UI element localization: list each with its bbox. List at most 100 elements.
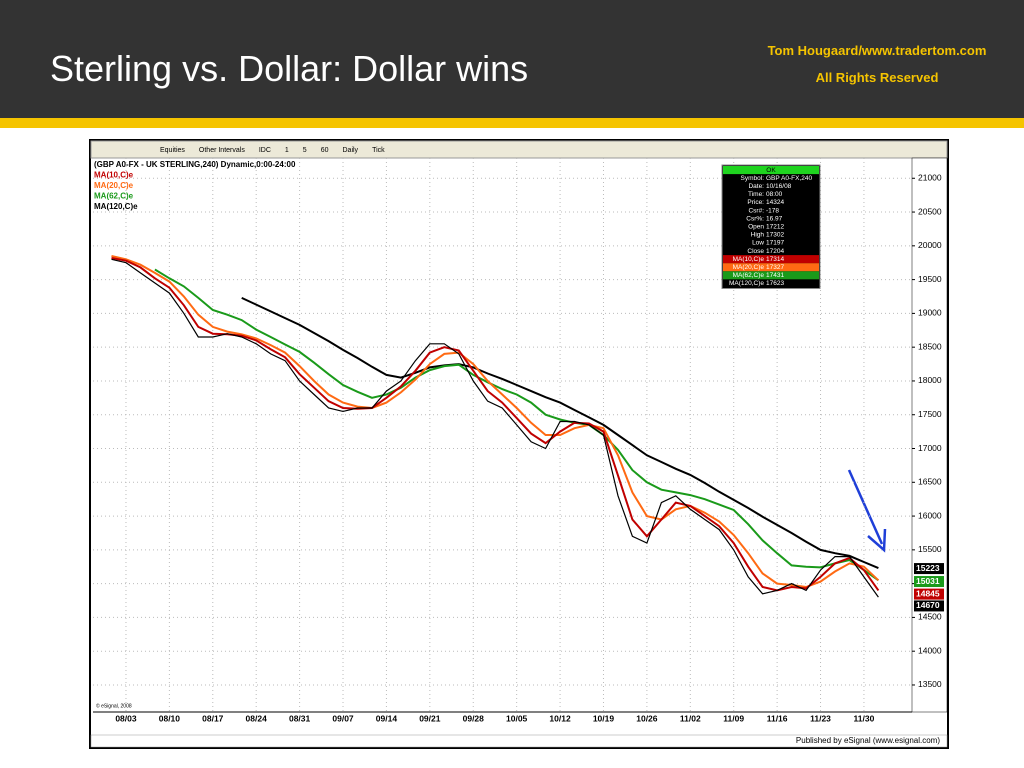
toolbar-item: 60 bbox=[321, 147, 329, 154]
x-tick-label: 11/09 bbox=[723, 713, 744, 723]
series-line bbox=[111, 255, 880, 589]
slide-title: Sterling vs. Dollar: Dollar wins bbox=[50, 48, 529, 89]
x-tick-label: 11/02 bbox=[680, 713, 701, 723]
x-tick-label: 09/14 bbox=[376, 713, 398, 723]
toolbar bbox=[90, 140, 948, 159]
x-tick-label: 08/10 bbox=[159, 713, 181, 723]
last-value-label: 15031 bbox=[916, 576, 940, 586]
y-tick-label: 18000 bbox=[918, 375, 942, 385]
y-tick-label: 14500 bbox=[918, 612, 942, 622]
data-window-label: Time: bbox=[748, 191, 764, 198]
data-window-value: 08:00 bbox=[766, 191, 783, 198]
x-tick-label: 10/12 bbox=[549, 713, 571, 723]
x-tick-label: 11/30 bbox=[854, 713, 875, 723]
last-value-label: 15223 bbox=[916, 563, 940, 573]
data-window-label: Price: bbox=[747, 199, 764, 206]
x-tick-label: 08/31 bbox=[289, 713, 311, 723]
y-tick-label: 20500 bbox=[918, 206, 942, 216]
y-tick-label: 18500 bbox=[918, 341, 942, 351]
annotation-arrow bbox=[847, 469, 887, 553]
header-bar bbox=[0, 0, 1024, 118]
toolbar-item: Equities bbox=[160, 147, 185, 154]
data-window-value: 10/16/08 bbox=[766, 183, 792, 190]
data-window-label: MA(20,C)e bbox=[733, 264, 765, 271]
footer: Published by eSignal (www.esignal.com) bbox=[796, 736, 940, 745]
data-window-label: Date: bbox=[748, 183, 764, 190]
data-window-label: MA(62,C)e bbox=[733, 272, 765, 279]
last-value-label: 14670 bbox=[916, 600, 940, 610]
data-window-label: MA(120,C)e bbox=[729, 280, 764, 287]
data-window-row bbox=[723, 263, 819, 272]
last-value-box bbox=[914, 563, 944, 575]
data-window-row bbox=[723, 255, 819, 264]
copyright: © eSignal, 2008 bbox=[96, 702, 132, 709]
x-tick-label: 10/05 bbox=[506, 713, 528, 723]
toolbar-item: Daily bbox=[343, 147, 359, 154]
last-value-box bbox=[914, 576, 944, 588]
header-stripe bbox=[0, 118, 1024, 128]
y-tick-label: 15500 bbox=[918, 544, 942, 554]
data-window-row bbox=[723, 271, 819, 280]
series-line bbox=[154, 268, 879, 582]
data-window-label: Low bbox=[752, 240, 764, 247]
data-window-label: High bbox=[751, 232, 765, 239]
x-tick-label: 10/26 bbox=[636, 713, 658, 723]
data-window-value: 17431 bbox=[766, 272, 784, 279]
data-window-label: Symbol: bbox=[741, 175, 765, 182]
data-window-value: 17302 bbox=[766, 232, 784, 239]
data-window-value: 17327 bbox=[766, 264, 784, 271]
data-window-header: OK bbox=[766, 167, 776, 174]
series-line bbox=[241, 296, 879, 570]
toolbar-item: 5 bbox=[303, 147, 307, 154]
data-window-value: 14324 bbox=[766, 199, 784, 206]
legend-entry: MA(62,C)e bbox=[94, 192, 134, 201]
data-window-value: 17623 bbox=[766, 280, 784, 287]
y-tick-label: 13500 bbox=[918, 679, 942, 689]
y-tick-label: 17500 bbox=[918, 409, 942, 419]
x-tick-label: 08/03 bbox=[115, 713, 137, 723]
last-value-box bbox=[914, 588, 944, 600]
data-window-label: Close bbox=[747, 248, 764, 255]
y-tick-label: 14000 bbox=[918, 645, 942, 655]
x-tick-label: 08/17 bbox=[202, 713, 224, 723]
data-window-value: 16.97 bbox=[766, 215, 783, 222]
credit: Tom Hougaard/www.tradertom.com bbox=[767, 43, 987, 58]
credit: All Rights Reserved bbox=[815, 70, 939, 85]
last-value-label: 14845 bbox=[916, 588, 940, 598]
y-tick-label: 20000 bbox=[918, 240, 942, 250]
data-window-value: 17314 bbox=[766, 256, 784, 263]
x-tick-label: 09/28 bbox=[463, 713, 485, 723]
toolbar-item: IDC bbox=[259, 147, 271, 154]
data-window-value: 17197 bbox=[766, 240, 784, 247]
x-tick-label: 09/07 bbox=[332, 713, 354, 723]
toolbar-item: Tick bbox=[372, 147, 385, 154]
y-tick-label: 16500 bbox=[918, 477, 942, 487]
x-tick-label: 11/16 bbox=[767, 713, 788, 723]
series-line bbox=[111, 257, 880, 592]
x-tick-label: 09/21 bbox=[419, 713, 441, 723]
legend-entry: (GBP A0-FX - UK STERLING,240) Dynamic,0:… bbox=[94, 160, 296, 169]
data-window-header bbox=[723, 166, 819, 175]
x-tick-label: 10/19 bbox=[593, 713, 615, 723]
toolbar-item: Other Intervals bbox=[199, 147, 245, 154]
data-window-label: Open bbox=[748, 223, 764, 230]
y-tick-label: 16000 bbox=[918, 510, 942, 520]
series-line bbox=[111, 258, 879, 598]
y-tick-label: 19000 bbox=[918, 308, 942, 318]
legend-entry: MA(20,C)e bbox=[94, 181, 134, 190]
data-window-value: GBP A0-FX,240 bbox=[766, 175, 813, 182]
legend-entry: MA(10,C)e bbox=[94, 171, 134, 180]
y-tick-label: 19500 bbox=[918, 274, 942, 284]
x-tick-label: 08/24 bbox=[246, 713, 268, 723]
toolbar-item: 1 bbox=[285, 147, 289, 154]
status-bar bbox=[90, 734, 948, 748]
data-window-value: 17204 bbox=[766, 248, 784, 255]
legend-entry: MA(120,C)e bbox=[94, 202, 138, 211]
data-window-label: Csr%: bbox=[746, 215, 764, 222]
y-tick-label: 21000 bbox=[918, 173, 942, 183]
x-tick-label: 11/23 bbox=[810, 713, 831, 723]
data-window-row bbox=[723, 279, 819, 288]
last-value-box bbox=[914, 600, 944, 612]
